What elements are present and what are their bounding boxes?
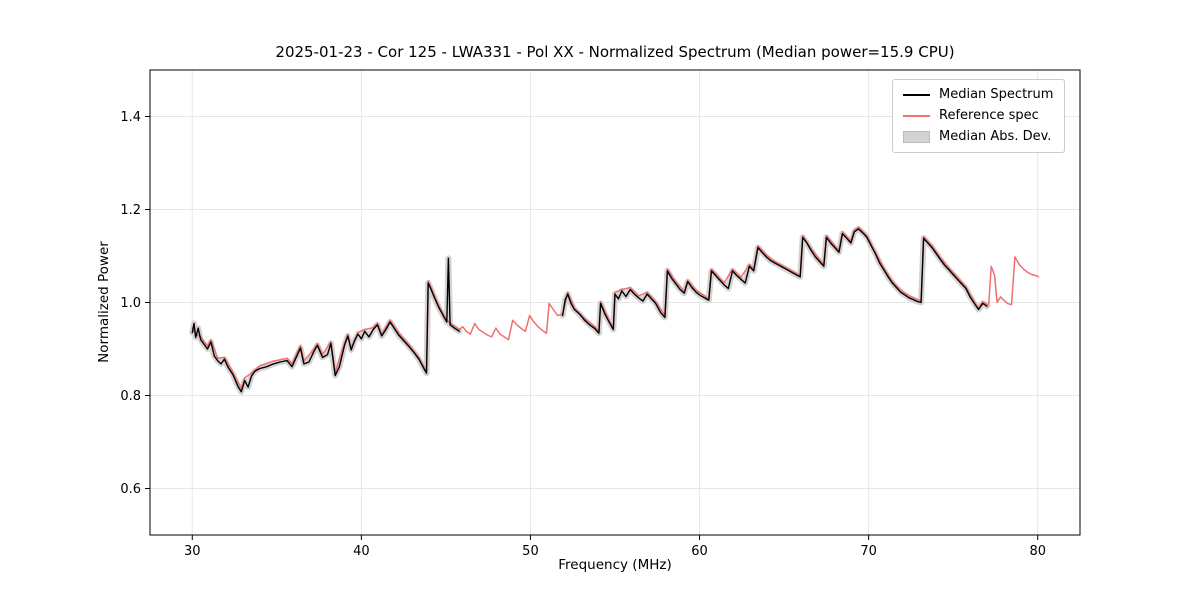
x-axis-label: Frequency (MHz): [558, 557, 672, 573]
legend-label-median-abs-dev: Median Abs. Dev.: [939, 129, 1052, 144]
legend-label-reference-spec: Reference spec: [939, 108, 1039, 123]
x-tick-label: 40: [353, 544, 370, 559]
legend-item-median-spectrum: Median Spectrum: [903, 87, 1053, 102]
legend-item-reference-spec: Reference spec: [903, 108, 1053, 123]
legend-item-median-abs-dev: Median Abs. Dev.: [903, 129, 1053, 144]
x-tick-label: 30: [184, 544, 201, 559]
series-median-spectrum: [191, 257, 461, 393]
y-axis-label: Normalized Power: [96, 241, 112, 363]
x-tick-label: 80: [1029, 544, 1046, 559]
y-tick-label: 0.8: [120, 389, 141, 404]
y-tick-label: 1.2: [120, 203, 141, 218]
median-abs-dev-patch-swatch: [903, 130, 930, 143]
legend-label-median-spectrum: Median Spectrum: [939, 87, 1054, 102]
series-median-spectrum: [561, 228, 988, 334]
y-tick-label: 0.6: [120, 482, 141, 497]
x-tick-label: 70: [860, 544, 877, 559]
legend: Median Spectrum Reference spec Median Ab…: [892, 79, 1066, 153]
y-tick-label: 1.4: [120, 110, 141, 125]
median-spectrum-line-swatch: [903, 93, 930, 96]
chart-title: 2025-01-23 - Cor 125 - LWA331 - Pol XX -…: [275, 43, 955, 61]
x-tick-label: 50: [522, 544, 539, 559]
x-tick-label: 60: [691, 544, 708, 559]
reference-spec-line-swatch: [903, 114, 930, 117]
y-tick-label: 1.0: [120, 296, 141, 311]
